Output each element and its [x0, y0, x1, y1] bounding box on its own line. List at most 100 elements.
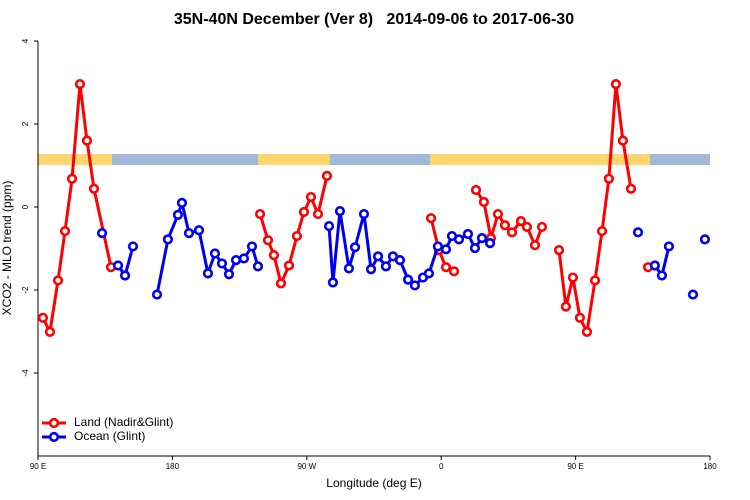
data-point — [625, 183, 637, 194]
data-point — [492, 208, 504, 220]
data-point — [656, 270, 668, 281]
data-point — [649, 260, 660, 271]
x-tick-label: 90 E — [567, 462, 583, 471]
series-line — [258, 175, 329, 288]
data-point — [574, 312, 586, 323]
data-point — [476, 233, 488, 244]
legend-marker — [48, 431, 60, 443]
y-tick-label: -4 — [21, 369, 30, 377]
x-tick-label: 0 — [439, 462, 444, 471]
data-point — [183, 228, 195, 239]
data-point — [409, 280, 421, 291]
data-point — [305, 191, 317, 203]
ocean-strip — [38, 154, 710, 165]
series-line — [557, 83, 633, 337]
land-strip — [430, 154, 650, 165]
data-point — [238, 253, 250, 264]
data-point — [66, 173, 78, 184]
data-point — [37, 312, 49, 323]
data-point — [312, 208, 324, 220]
data-point — [536, 221, 548, 233]
data-point — [81, 135, 93, 146]
data-point — [453, 234, 465, 245]
data-point — [553, 245, 565, 256]
y-tick-label: 2 — [21, 121, 30, 126]
data-point — [632, 227, 644, 238]
x-tick-label: 90 W — [297, 462, 316, 471]
data-point — [172, 209, 184, 220]
data-point — [112, 260, 124, 271]
data-point — [499, 220, 511, 231]
data-point — [589, 275, 601, 286]
y-tick-label: -2 — [21, 286, 30, 294]
data-point — [470, 184, 482, 196]
data-point — [425, 213, 437, 224]
data-point — [358, 208, 370, 220]
data-point — [59, 225, 71, 237]
data-point — [334, 206, 346, 217]
data-point — [432, 241, 444, 252]
data-point — [209, 248, 221, 259]
data-point — [521, 221, 533, 233]
data-point — [230, 255, 242, 266]
data-point — [44, 326, 56, 338]
data-point — [223, 269, 235, 280]
data-point — [560, 301, 571, 312]
data-point — [423, 268, 435, 279]
series-line — [155, 197, 260, 295]
data-point — [252, 261, 264, 272]
data-point — [216, 258, 228, 269]
data-point — [484, 238, 496, 249]
data-point — [440, 262, 452, 273]
data-point — [343, 263, 355, 274]
data-point — [151, 289, 163, 300]
legend-marker — [48, 417, 60, 429]
legend-label: Ocean (Glint) — [74, 429, 145, 443]
data-point — [349, 242, 361, 253]
data-point — [529, 240, 541, 251]
data-point — [96, 228, 108, 239]
data-point — [394, 255, 406, 266]
x-tick-label: 180 — [166, 462, 180, 471]
data-point — [127, 241, 139, 252]
data-point — [448, 266, 460, 277]
data-point — [268, 250, 280, 261]
data-point — [617, 135, 629, 146]
x-tick-label: 90 E — [30, 462, 46, 471]
data-point — [469, 242, 481, 254]
data-point — [506, 227, 518, 238]
data-point — [193, 225, 205, 236]
x-axis-label: Longitude (deg E) — [326, 476, 421, 490]
series-line — [41, 83, 113, 337]
legend: Land (Nadir&Glint)Ocean (Glint) — [42, 415, 173, 443]
data-point — [162, 234, 174, 245]
legend-label: Land (Nadir&Glint) — [74, 415, 173, 429]
data-point — [254, 208, 266, 220]
data-point — [327, 277, 339, 288]
data-point — [603, 173, 615, 184]
data-point — [372, 251, 384, 262]
data-point — [402, 274, 414, 285]
data-point — [88, 183, 100, 194]
data-point — [567, 272, 579, 283]
data-point — [610, 79, 622, 90]
y-axis-label: XCO2 - MLO trend (ppm) — [0, 181, 14, 316]
data-point — [596, 225, 608, 237]
data-point — [440, 244, 452, 255]
data-point — [262, 235, 274, 246]
data-point — [275, 278, 287, 289]
data-point — [380, 261, 392, 272]
data-point — [321, 170, 333, 181]
data-point — [202, 268, 214, 279]
data-point — [298, 206, 310, 218]
data-point — [365, 264, 377, 275]
data-point — [478, 196, 490, 208]
data-point — [291, 230, 303, 242]
data-point — [687, 289, 699, 300]
data-point — [581, 326, 593, 338]
land-strip — [258, 154, 330, 165]
x-tick-label: 180 — [703, 462, 717, 471]
data-point — [119, 270, 131, 281]
y-tick-label: 0 — [21, 204, 30, 209]
